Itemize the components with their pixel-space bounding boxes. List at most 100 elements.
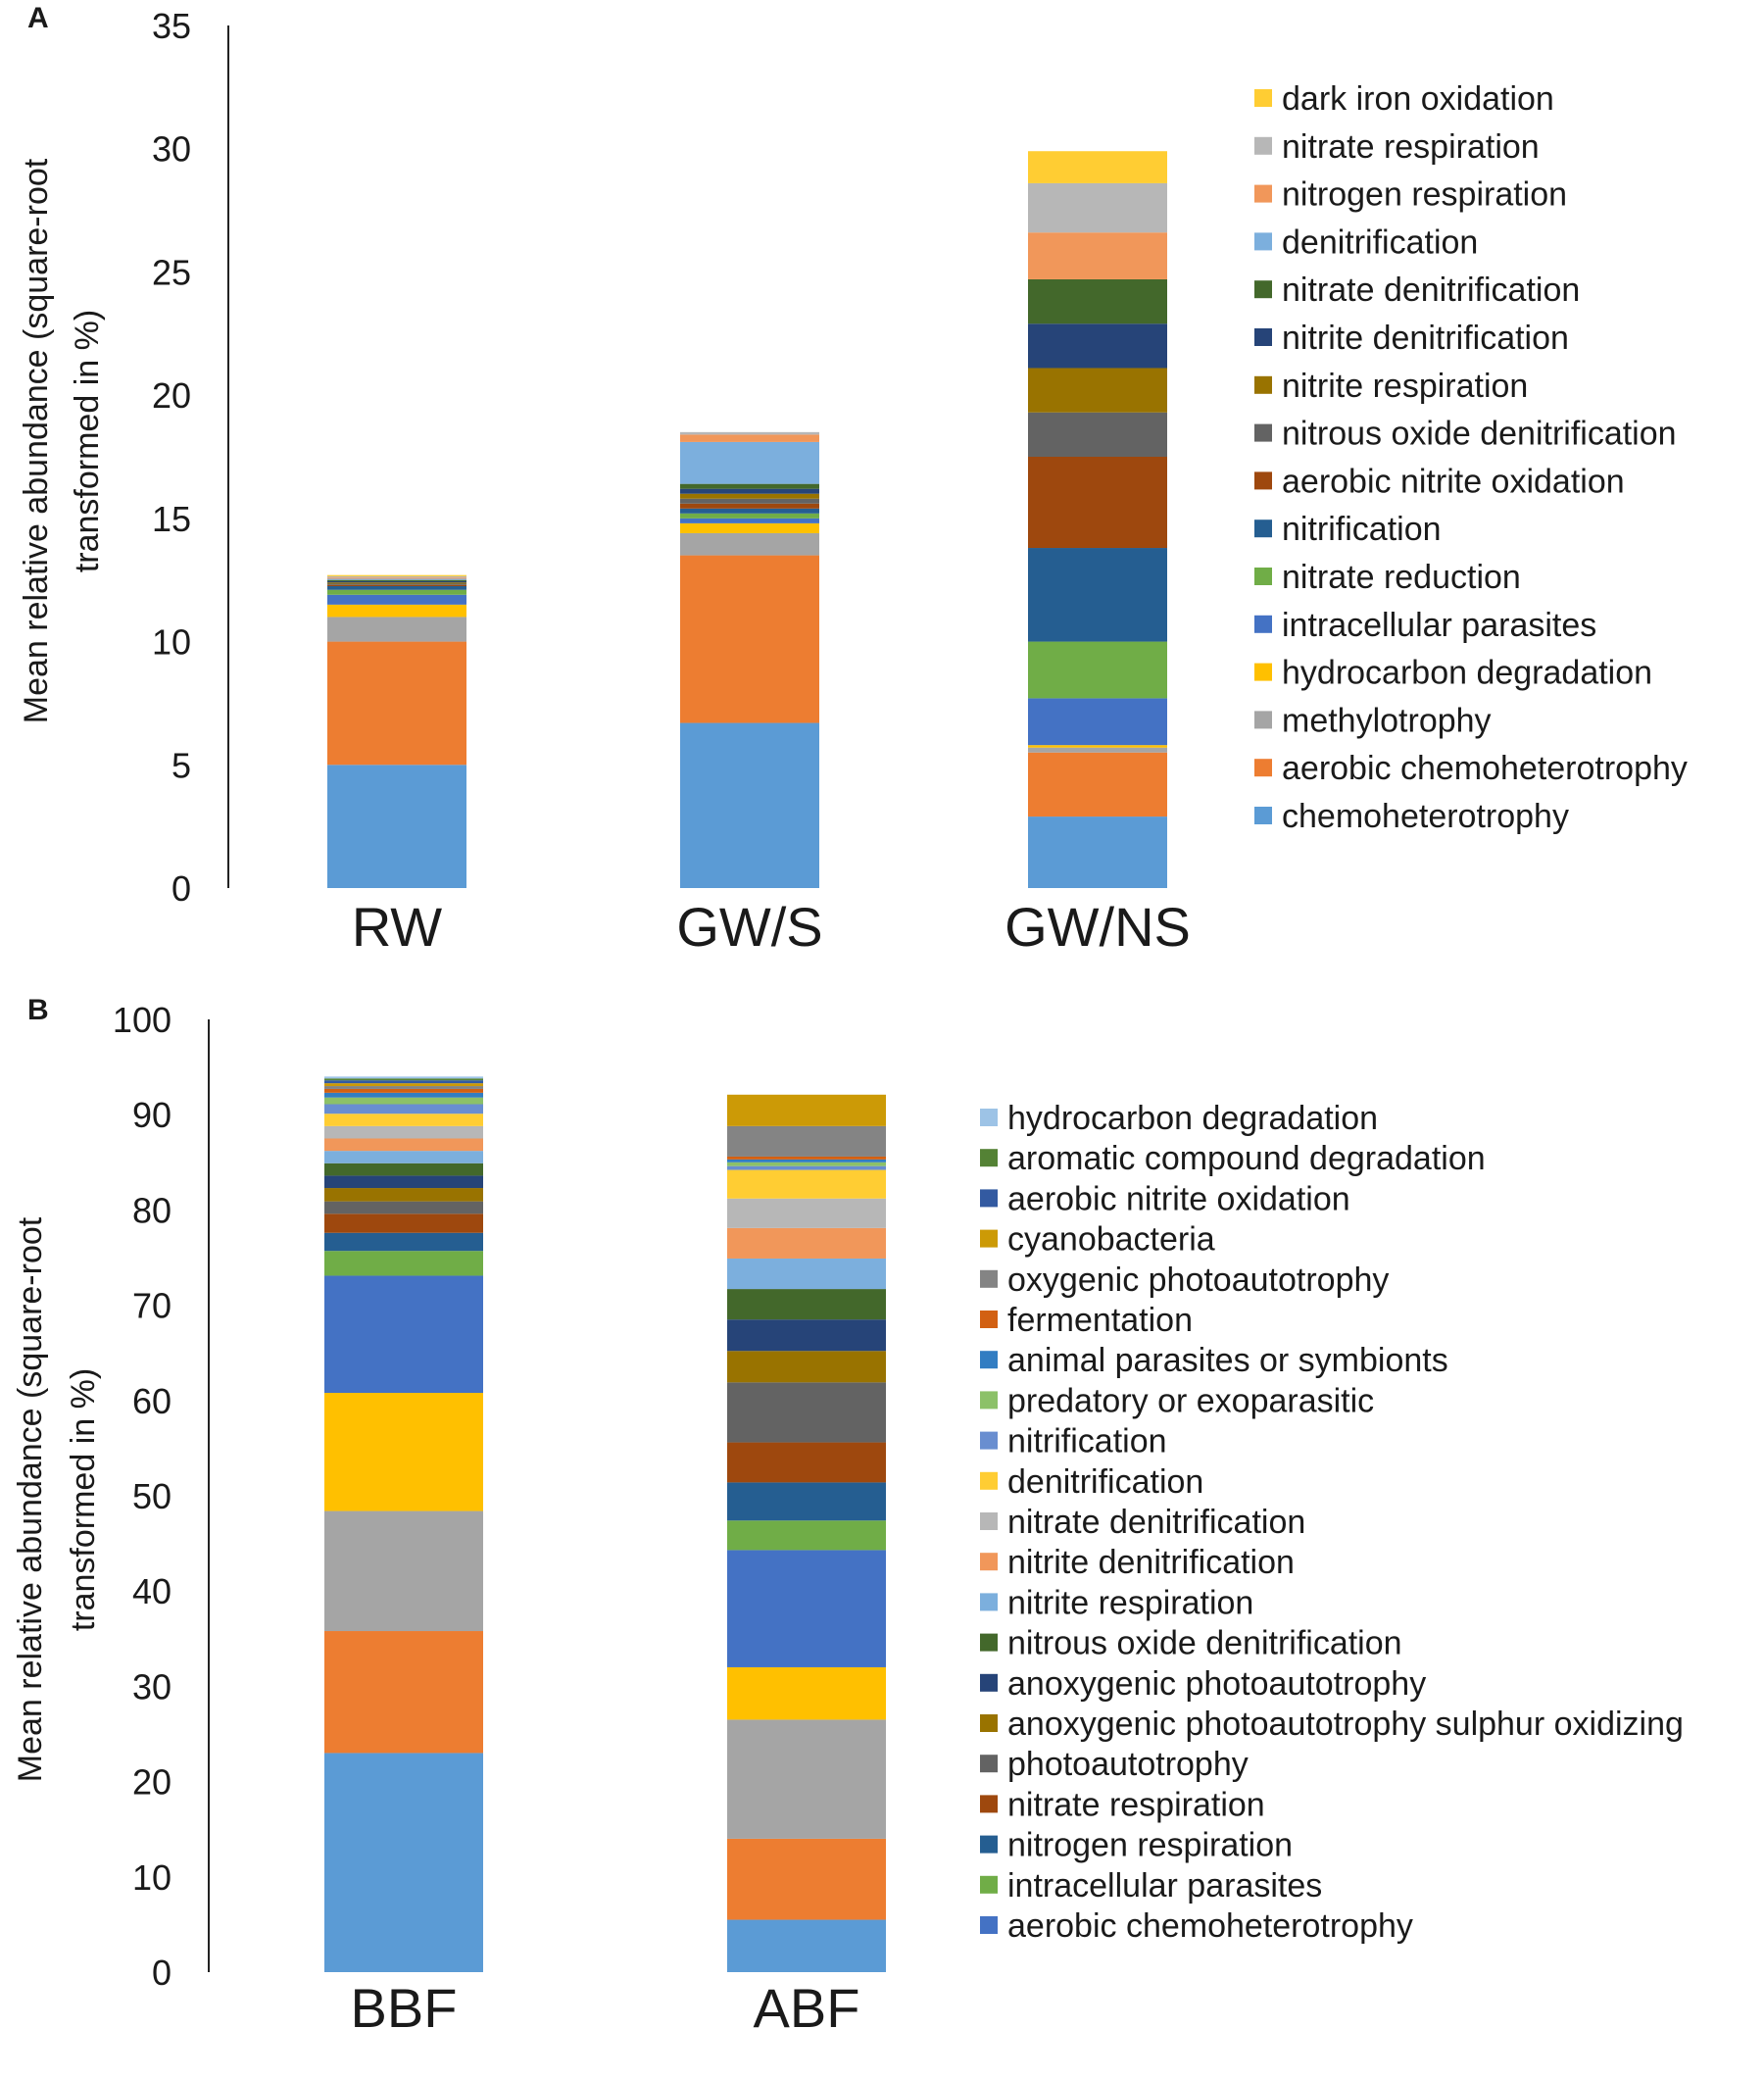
panel-a-bar-segment-nitrous-oxide-denitrification-gw-s <box>680 498 819 504</box>
panel-b-bar-segment-nitrite-denitrification-abf <box>727 1227 886 1259</box>
panel-b-bar-segment-aromatic-compound-degradation-bbf <box>324 1078 483 1081</box>
panel-a-bar-segment-nitrogen-respiration-gw-ns <box>1028 232 1167 279</box>
panel-b-legend-label-photoautotrophy: photoautotrophy <box>1007 1746 1249 1783</box>
panel-a-legend-swatch-nitrite-denitrification <box>1254 328 1272 346</box>
panel-b-legend-swatch-nitrate-respiration <box>980 1795 998 1813</box>
panel-b-bar-segment-nitrification-bbf <box>324 1104 483 1114</box>
panel-b-bar-segment-aerobic-nitrite-oxidation-bbf <box>324 1080 483 1084</box>
panel-b-bar-segment-oxygenic-photoautotrophy-abf <box>727 1125 886 1157</box>
panel-b-bar-segment-denitrification-bbf <box>324 1113 483 1126</box>
panel-a-legend-swatch-denitrification <box>1254 232 1272 251</box>
panel-a-y-tick-label: 10 <box>152 622 191 663</box>
panel-a-legend-swatch-nitrogen-respiration <box>1254 184 1272 203</box>
panel-b-bar-segment-predatory-or-exoparasitic-abf <box>727 1162 886 1166</box>
panel-a-legend-swatch-nitrification <box>1254 520 1272 538</box>
panel-a-y-tick-label: 25 <box>152 252 191 292</box>
panel-a-bar-segment-nitrification-gw-s <box>680 508 819 514</box>
panel-b-legend-swatch-predatory-or-exoparasitic <box>980 1391 998 1410</box>
panel-b-y-tick-label: 100 <box>113 1000 172 1040</box>
panel-a-y-tick-label: 20 <box>152 375 191 416</box>
panel-b-legend-label-aerobic-chemoheterotrophy: aerobic chemoheterotrophy <box>1007 1907 1413 1945</box>
panel-b-y-tick-label: 90 <box>132 1095 172 1135</box>
panel-b-bar-segment-nitrite-respiration-bbf <box>324 1151 483 1163</box>
panel-a-legend-swatch-intracellular-parasites <box>1254 615 1272 633</box>
panel-a-bar-segment-nitrate-respiration-rw <box>327 575 466 578</box>
panel-b-legend-label-aromatic-compound-degradation: aromatic compound degradation <box>1007 1140 1486 1177</box>
panel-a-bar-segment-nitrite-denitrification-rw <box>327 580 466 583</box>
panel-a-bar-segment-nitrate-respiration-gw-ns <box>1028 182 1167 233</box>
panel-a-legend-label-aerobic-chemoheterotrophy: aerobic chemoheterotrophy <box>1282 750 1688 787</box>
panel-b-bar-segment-nitrous-oxide-denitrification-abf <box>727 1289 886 1320</box>
panel-b-legend-swatch-aerobic-nitrite-oxidation <box>980 1189 998 1208</box>
panel-b-legend-label-nitrification: nitrification <box>1007 1423 1167 1460</box>
panel-b-y-tick-label: 40 <box>132 1571 172 1611</box>
panel-a-legend-label-nitrite-respiration: nitrite respiration <box>1282 368 1528 405</box>
panel-a-legend-label-chemoheterotrophy: chemoheterotrophy <box>1282 798 1569 835</box>
panel-a-bar-segment-aerobic-nitrite-oxidation-gw-ns <box>1028 457 1167 549</box>
panel-a-bar-segment-methylotrophy-rw <box>327 617 466 642</box>
panel-a-bar-segment-chemoheterotrophy-gw-ns <box>1028 816 1167 888</box>
panel-b-bar-segment-nitrate-reduction-bbf <box>324 1251 483 1276</box>
panel-b-bar-segment-anoxygenic-photoautotrophy-sulphur-oxidizing-abf <box>727 1351 886 1383</box>
panel-a-bar-segment-nitrous-oxide-denitrification-gw-ns <box>1028 412 1167 457</box>
panel-a-bar-segment-hydrocarbon-degradation-gw-ns <box>1028 745 1167 748</box>
panel-b-legend-label-nitrous-oxide-denitrification: nitrous oxide denitrification <box>1007 1625 1402 1662</box>
panel-a-letter: A <box>27 2 49 34</box>
panel-b-bar-segment-chemoheterotrophy-bbf <box>324 1753 483 1972</box>
panel-a-legend-label-nitrite-denitrification: nitrite denitrification <box>1282 320 1569 357</box>
panel-a-bar-segment-aerobic-chemoheterotrophy-gw-s <box>680 555 819 723</box>
panel-b-bar-segment-cyanobacteria-bbf <box>324 1083 483 1087</box>
panel-a-y-tick-label: 0 <box>172 868 191 909</box>
panel-b-legend-swatch-nitrogen-respiration <box>980 1835 998 1854</box>
panel-b-y-tick-label: 10 <box>132 1857 172 1898</box>
panel-b-legend-swatch-aerobic-chemoheterotrophy <box>980 1916 998 1934</box>
panel-b-legend-swatch-animal-parasites-or-symbionts <box>980 1351 998 1369</box>
panel-a-bar-segment-nitrate-respiration-gw-s <box>680 431 819 435</box>
panel-b-y-axis-label: Mean relative abundance (square-root <box>12 1216 49 1782</box>
panel-b-bar-segment-nitrous-oxide-denitrification-bbf <box>324 1163 483 1176</box>
panel-a-legend-swatch-aerobic-chemoheterotrophy <box>1254 759 1272 777</box>
panel-b-legend-label-nitrogen-respiration: nitrogen respiration <box>1007 1827 1293 1864</box>
panel-a-bar-segment-nitrate-reduction-gw-s <box>680 513 819 519</box>
panel-a-bar-segment-aerobic-chemoheterotrophy-gw-ns <box>1028 752 1167 817</box>
panel-b-legend-swatch-nitrite-respiration <box>980 1593 998 1611</box>
panel-a-bar-segment-nitrite-respiration-gw-s <box>680 493 819 499</box>
panel-a-bar-segment-methylotrophy-gw-ns <box>1028 747 1167 753</box>
panel-a-legend-swatch-chemoheterotrophy <box>1254 807 1272 824</box>
panel-a-bar-segment-hydrocarbon-degradation-rw <box>327 604 466 618</box>
panel-b-legend-label-animal-parasites-or-symbionts: animal parasites or symbionts <box>1007 1342 1448 1379</box>
panel-b-bar-segment-nitrate-respiration-abf <box>727 1442 886 1483</box>
panel-a-bar-segment-nitrate-denitrification-rw <box>327 579 466 581</box>
panel-b-bar-segment-anoxygenic-photoautotrophy-abf <box>727 1319 886 1352</box>
panel-b-y-tick-label: 80 <box>132 1190 172 1230</box>
panel-b-legend-label-nitrate-denitrification: nitrate denitrification <box>1007 1504 1305 1541</box>
panel-a-bar-segment-denitrification-gw-s <box>680 441 819 484</box>
panel-b-legend-label-cyanobacteria: cyanobacteria <box>1007 1221 1215 1259</box>
panel-b-legend-label-predatory-or-exoparasitic: predatory or exoparasitic <box>1007 1382 1374 1419</box>
panel-b-bar-segment-intracellular-parasites-abf <box>727 1550 886 1667</box>
panel-b-legend-swatch-anoxygenic-photoautotrophy <box>980 1673 998 1692</box>
panel-a-y-axis-label: Mean relative abundance (square-root <box>18 158 55 723</box>
panel-a-legend-label-nitrate-respiration: nitrate respiration <box>1282 128 1540 166</box>
panel-a-bar-segment-nitrite-denitrification-gw-ns <box>1028 323 1167 369</box>
panel-b-bar-segment-fermentation-abf <box>727 1156 886 1160</box>
panel-b-letter: B <box>27 994 49 1026</box>
panel-a-bar-segment-nitrate-reduction-gw-ns <box>1028 641 1167 699</box>
panel-b-bar-segment-photoautotrophy-abf <box>727 1382 886 1443</box>
panel-b-legend-swatch-nitrate-denitrification <box>980 1512 998 1530</box>
panel-b-bar-segment-hydrocarbon-degradation-bbf <box>324 1076 483 1079</box>
panel-a-legend-swatch-nitrate-denitrification <box>1254 280 1272 299</box>
panel-b-bar-segment-nitrate-denitrification-bbf <box>324 1125 483 1139</box>
panel-a-bar-segment-nitrification-rw <box>327 586 466 590</box>
panel-a-y-tick-label: 15 <box>152 499 191 539</box>
panel-b-legend-label-anoxygenic-photoautotrophy: anoxygenic photoautotrophy <box>1007 1665 1426 1703</box>
panel-b-y-tick-label: 30 <box>132 1666 172 1707</box>
panel-b-bar-segment-nitrite-respiration-abf <box>727 1258 886 1290</box>
panel-a-legend-label-denitrification: denitrification <box>1282 223 1478 261</box>
panel-a-y-tick-label: 30 <box>152 129 191 170</box>
panel-b-bar-segment-predatory-or-exoparasitic-bbf <box>324 1097 483 1105</box>
panel-a-legend-swatch-hydrocarbon-degradation <box>1254 663 1272 681</box>
panel-b-y-tick-label: 20 <box>132 1762 172 1803</box>
panel-a-legend-label-nitrification: nitrification <box>1282 511 1442 548</box>
